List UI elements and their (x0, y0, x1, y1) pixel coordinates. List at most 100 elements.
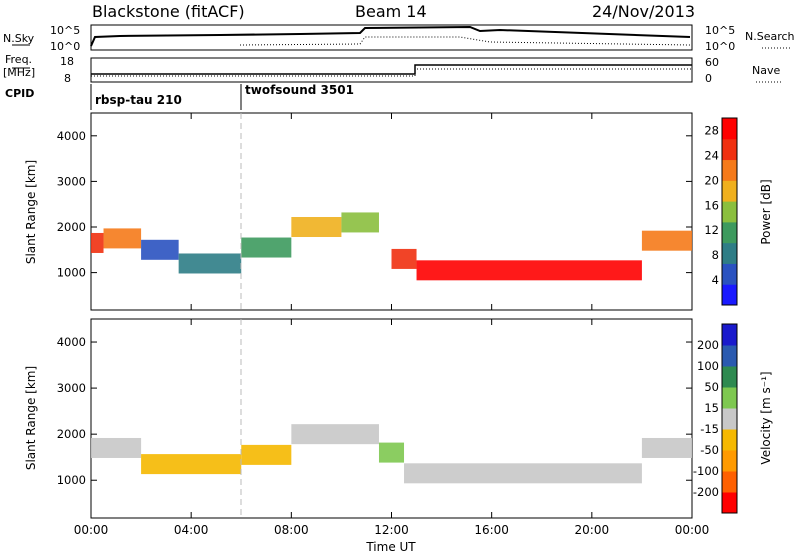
power-band-9 (641, 230, 692, 251)
velocity-plot-frame (90, 318, 693, 519)
power-band-2 (141, 239, 179, 260)
velocity-colorbar-tick-label: -15 (700, 422, 719, 436)
velocity-y-tick-label: 4000 (57, 335, 86, 349)
nave-tick-bottom: 0 (705, 72, 712, 85)
power-data-layer (91, 212, 692, 281)
nsky-label: N.Sky (3, 32, 35, 45)
velocity-colorbar-swatch (722, 345, 737, 367)
power-colorbar-tick-label: 24 (704, 148, 719, 162)
nsearch-label: N.Search (745, 30, 795, 43)
power-y-tick-label: 2000 (57, 220, 86, 234)
velocity-y-axis-label: Slant Range [km] (24, 366, 38, 470)
power-band-1 (103, 228, 142, 249)
power-colorbar-swatch (722, 284, 737, 306)
velocity-band-6 (641, 437, 692, 458)
velocity-band-3 (291, 424, 379, 445)
freq-tick-top: 18 (60, 55, 74, 68)
date-title: 24/Nov/2013 (592, 2, 695, 21)
freq-trace (91, 64, 692, 75)
freq-tick-bottom: 8 (64, 72, 71, 85)
power-colorbar-label: Power [dB] (759, 179, 773, 244)
velocity-colorbar-tick-label: 200 (697, 338, 719, 352)
velocity-band-4 (378, 442, 405, 463)
velocity-colorbar-frame (721, 323, 738, 514)
nsky-tick-top: 10^5 (50, 24, 80, 37)
x-tick-label: 00:00 (675, 523, 710, 537)
velocity-data-layer (91, 424, 692, 484)
nsky-panel-frame (90, 24, 693, 51)
velocity-colorbar-tick-label: 50 (704, 380, 719, 394)
velocity-colorbar-swatch (722, 471, 737, 493)
power-y-tick-label: 3000 (57, 174, 86, 188)
power-band-3 (178, 253, 242, 274)
freq-panel-frame (90, 57, 693, 83)
nsearch-trace (239, 36, 691, 46)
power-colorbar-tick-label: 12 (704, 223, 719, 237)
velocity-colorbar-tick-label: 15 (704, 401, 719, 415)
power-y-tick-label: 1000 (57, 266, 86, 280)
velocity-colorbar-swatch (722, 387, 737, 409)
power-band-8 (416, 260, 642, 281)
cpid-segment-2: twofsound 3501 (245, 83, 354, 97)
power-colorbar-tick-label: 8 (712, 248, 719, 262)
nave-tick-top: 60 (705, 56, 719, 69)
x-tick-label: 08:00 (274, 523, 309, 537)
x-tick-label: 20:00 (575, 523, 610, 537)
velocity-colorbar-tick-label: -100 (693, 464, 719, 478)
power-colorbar-swatch (722, 263, 737, 285)
velocity-y-tick-label: 1000 (57, 473, 86, 487)
velocity-y-tick-label: 2000 (57, 427, 86, 441)
velocity-colorbar-swatch (722, 366, 737, 388)
power-y-axis-label: Slant Range [km] (24, 160, 38, 264)
x-tick-label: 04:00 (174, 523, 209, 537)
velocity-colorbar-tick-label: 100 (697, 359, 719, 373)
power-colorbar-swatch (722, 242, 737, 264)
velocity-colorbar-swatch (722, 450, 737, 472)
velocity-band-2 (241, 444, 292, 465)
power-band-4 (241, 237, 292, 258)
x-tick-label: 12:00 (374, 523, 409, 537)
velocity-band-1 (141, 454, 242, 475)
x-axis-label: Time UT (365, 540, 416, 554)
cpid-label: CPID (5, 87, 34, 100)
velocity-colorbar-swatch (722, 492, 737, 514)
x-tick-label: 00:00 (74, 523, 109, 537)
cpid-segment-1: rbsp-tau 210 (95, 93, 182, 107)
power-panel: 1000 2000 3000 4000 Slant Range [km] 4 8 12 16… (24, 112, 773, 311)
freq-label: Freq. (5, 53, 32, 66)
freq-unit: [MHz] (3, 66, 35, 79)
velocity-colorbar-swatch (722, 408, 737, 430)
power-band-7 (391, 248, 417, 269)
power-colorbar-tick-label: 16 (704, 198, 719, 212)
velocity-colorbar-tick-label: -50 (700, 443, 719, 457)
velocity-panel: 1000 2000 3000 4000 Slant Range [km] -200 -1… (24, 318, 773, 519)
power-band-0 (91, 232, 104, 253)
power-colorbar-swatch (722, 180, 737, 202)
power-colorbar-swatch (722, 138, 737, 161)
power-colorbar-swatch (722, 159, 737, 181)
power-band-5 (291, 217, 342, 238)
velocity-colorbar-label: Velocity [m s⁻¹] (759, 371, 773, 464)
power-colorbar-swatch (722, 221, 737, 244)
power-colorbar-swatch (722, 118, 737, 140)
power-colorbar-tick-label: 28 (704, 123, 719, 137)
power-y-tick-label: 4000 (57, 129, 86, 143)
nsky-tick-bottom: 10^0 (50, 40, 80, 53)
power-colorbar-swatch (722, 201, 737, 223)
velocity-band-0 (91, 437, 142, 458)
power-plot-frame (90, 112, 693, 311)
velocity-y-tick-label: 3000 (57, 381, 86, 395)
power-colorbar-frame (721, 117, 738, 306)
x-tick-label: 16:00 (474, 523, 509, 537)
nsearch-tick-top: 10^5 (705, 24, 735, 37)
velocity-band-5 (404, 463, 642, 484)
power-colorbar-tick-label: 4 (712, 273, 719, 287)
velocity-colorbar-tick-label: -200 (693, 485, 719, 499)
beam-title: Beam 14 (355, 2, 427, 21)
velocity-colorbar-swatch (722, 324, 737, 346)
nsky-trace (90, 25, 691, 47)
velocity-colorbar-swatch (722, 429, 737, 451)
power-band-6 (341, 212, 379, 233)
nsearch-tick-bottom: 10^0 (705, 40, 735, 53)
